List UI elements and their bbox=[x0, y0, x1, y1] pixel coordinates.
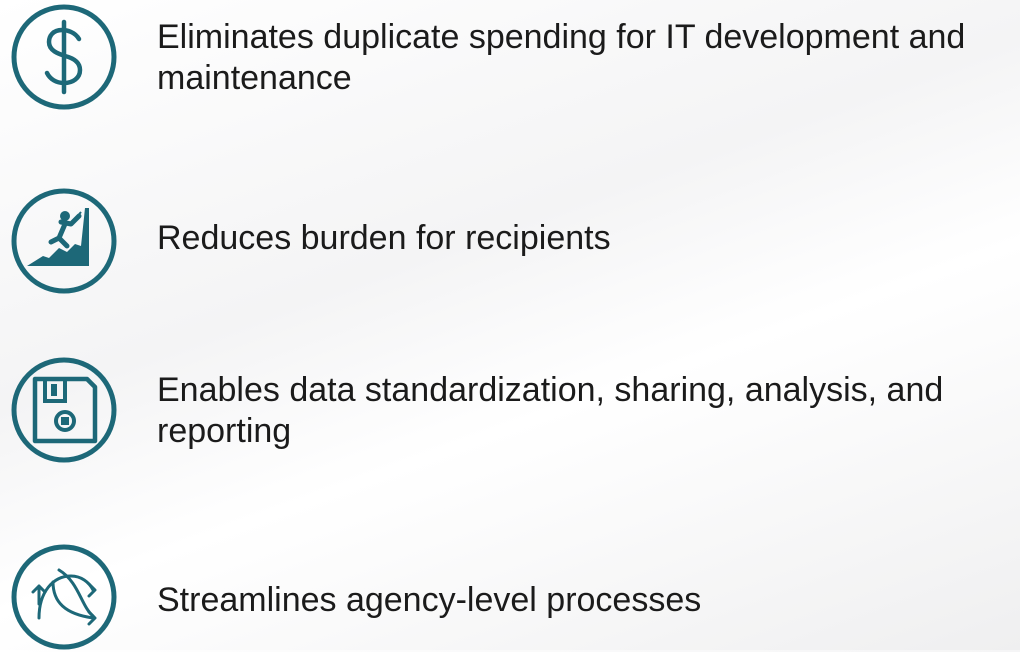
benefit-text: Streamlines agency-level processes bbox=[157, 581, 702, 619]
disk-icon bbox=[11, 357, 117, 463]
benefit-text: Reduces burden for recipients bbox=[157, 219, 611, 257]
dollar-icon bbox=[11, 4, 117, 110]
process-icon bbox=[11, 544, 117, 650]
benefit-text: Eliminates duplicate spending for IT dev… bbox=[157, 18, 966, 97]
benefit-text: Enables data standardization, sharing, a… bbox=[157, 371, 944, 450]
climber-icon bbox=[11, 188, 117, 294]
